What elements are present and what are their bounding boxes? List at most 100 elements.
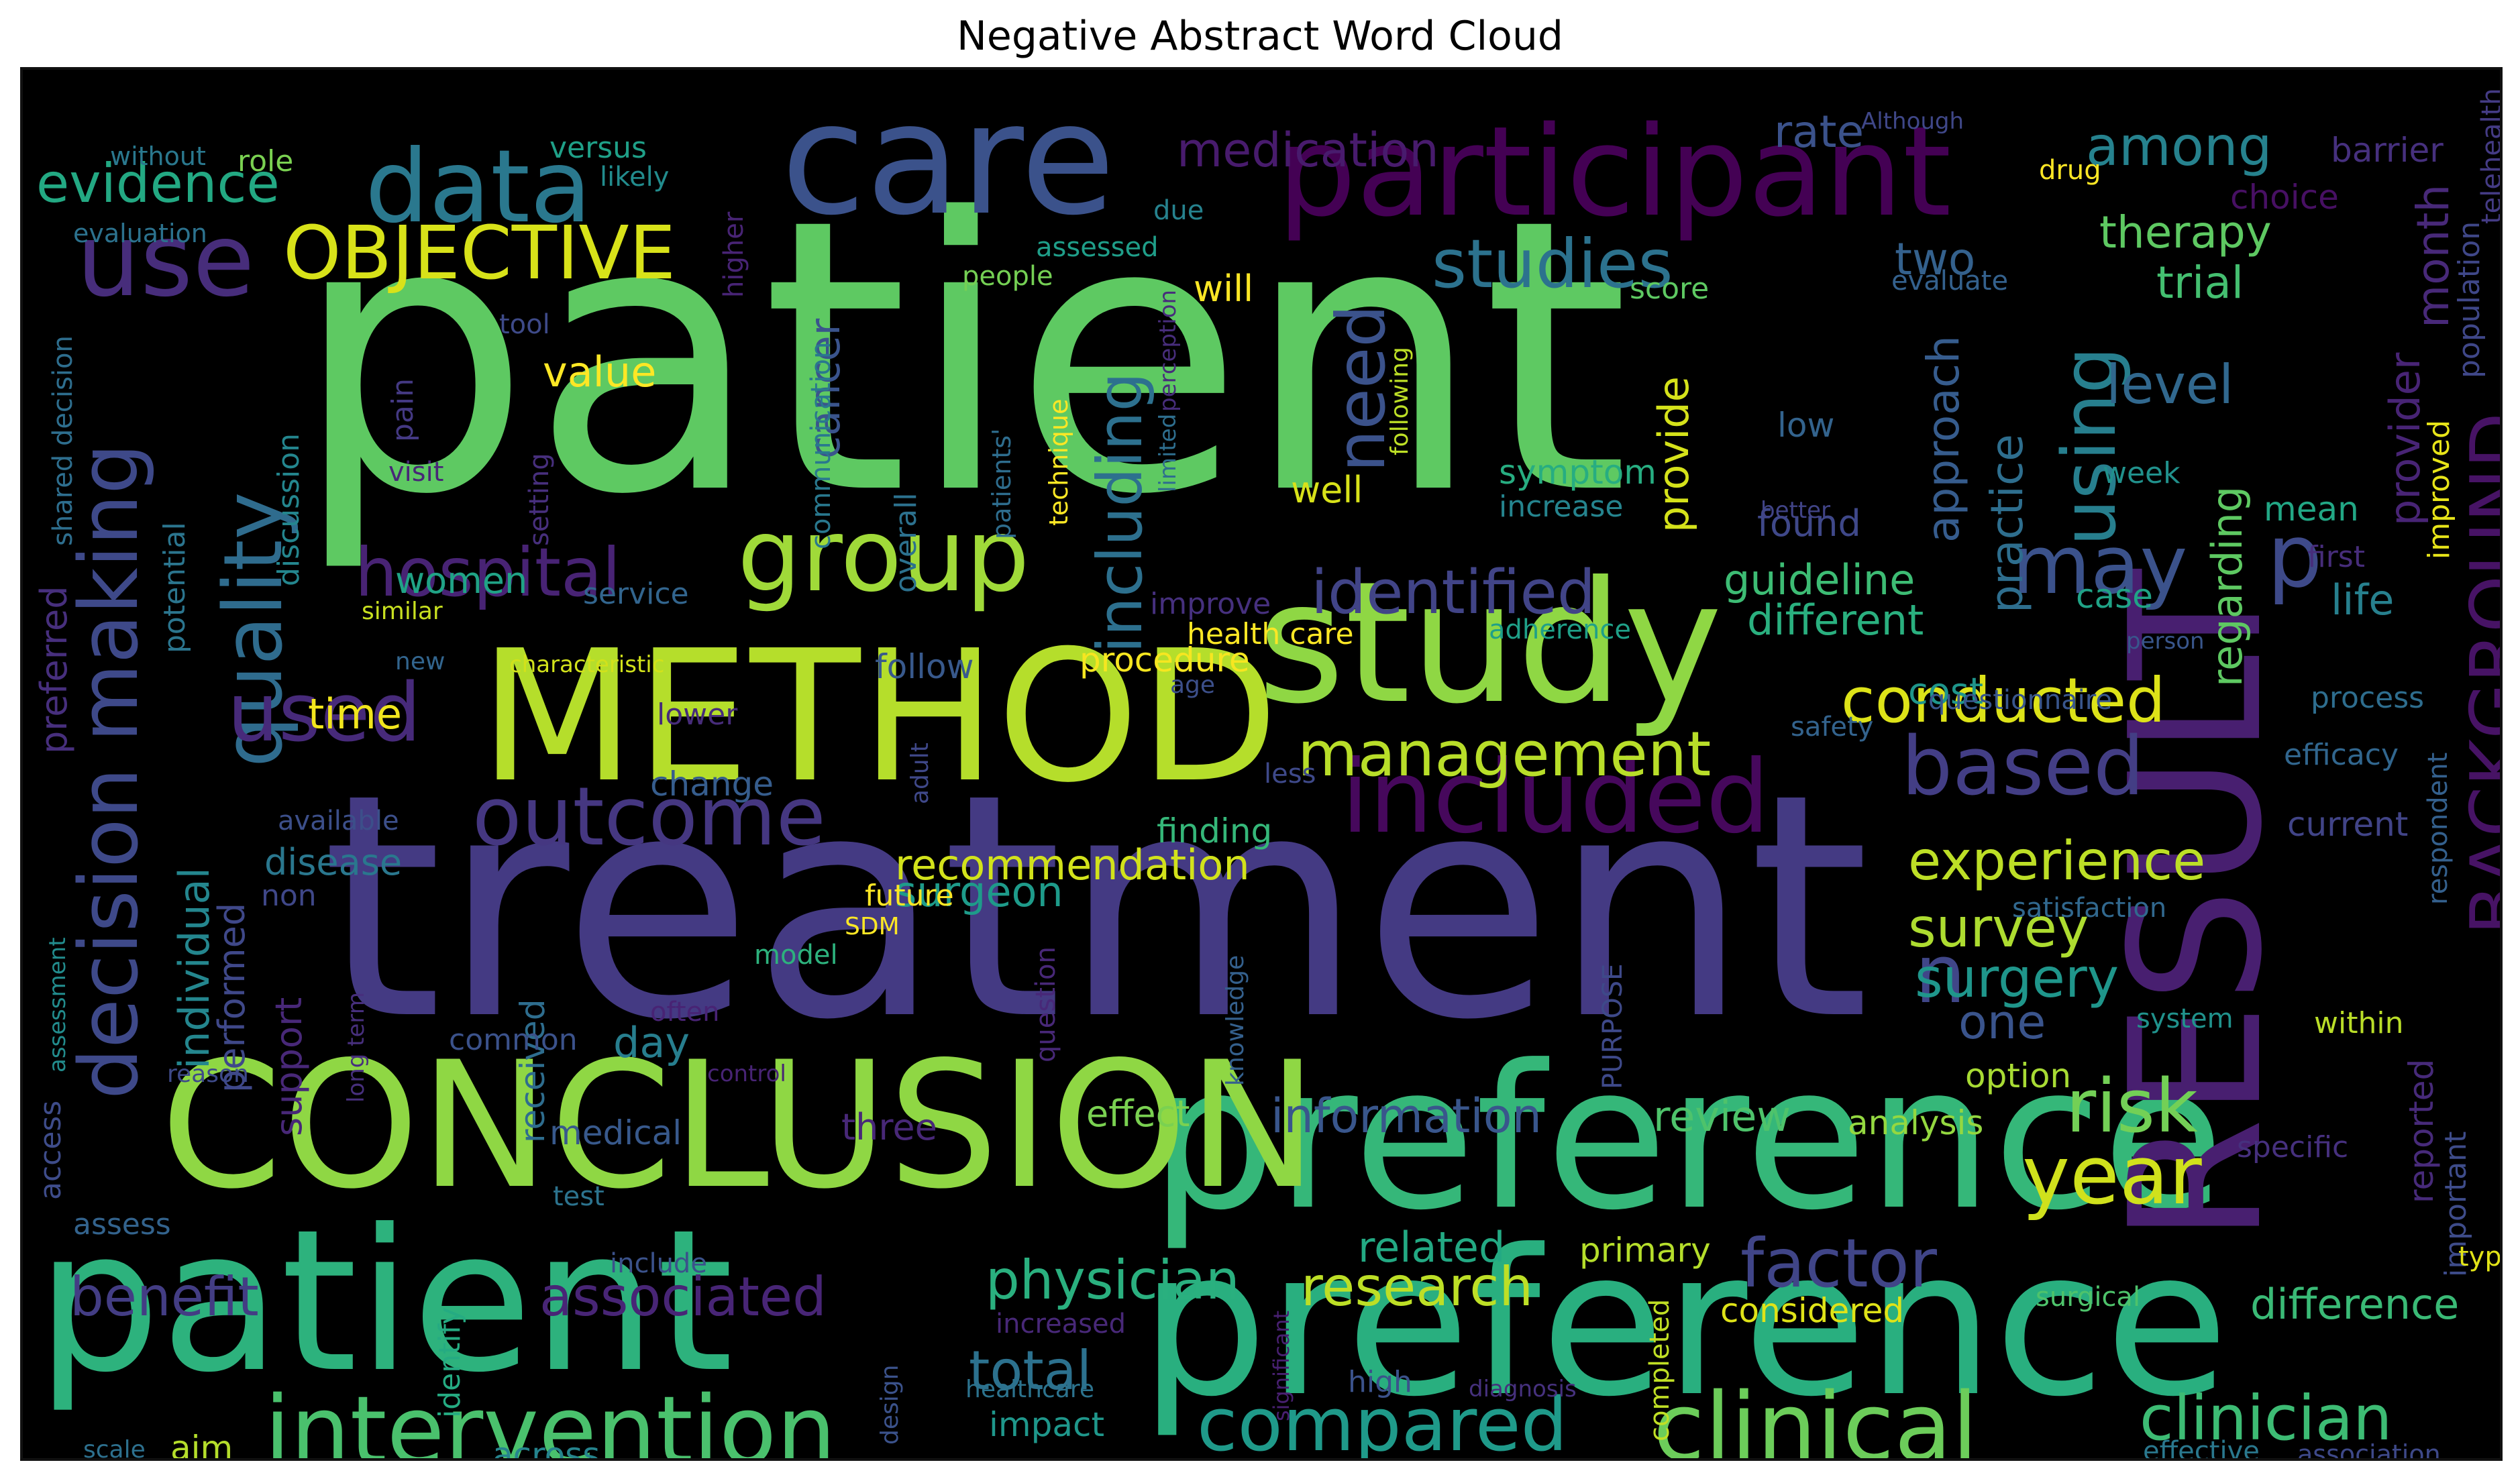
cloud-word: practice bbox=[1981, 434, 2033, 613]
word-cloud: patient treatment preference patient pre… bbox=[23, 70, 2503, 1461]
cloud-word: symptom bbox=[1499, 453, 1657, 492]
cloud-word: disease bbox=[264, 841, 403, 883]
cloud-word: physician bbox=[986, 1249, 1240, 1311]
cloud-word: current bbox=[2287, 805, 2409, 844]
cloud-word: setting bbox=[524, 453, 555, 546]
cloud-word: model bbox=[754, 940, 838, 971]
cloud-word: guideline bbox=[1724, 555, 1915, 604]
cloud-word: better bbox=[1761, 497, 1831, 524]
cloud-word: safety bbox=[1791, 712, 1874, 743]
cloud-word: found bbox=[1757, 502, 1861, 545]
cloud-word: related bbox=[1358, 1223, 1506, 1272]
cloud-word: age bbox=[1170, 671, 1216, 699]
cloud-word: due bbox=[1153, 195, 1204, 226]
cloud-word: less bbox=[1264, 759, 1316, 789]
cloud-word: procedure bbox=[1080, 641, 1250, 679]
cloud-word: without bbox=[110, 142, 206, 171]
cloud-word: primary bbox=[1579, 1231, 1711, 1270]
cloud-word: cost bbox=[1908, 670, 1984, 712]
cloud-word: choice bbox=[2230, 178, 2339, 217]
cloud-word: evaluate bbox=[1891, 266, 2009, 296]
word-cloud-canvas: patient treatment preference patient pre… bbox=[20, 67, 2503, 1461]
cloud-word: population bbox=[2452, 221, 2486, 378]
cloud-word: studies bbox=[1432, 225, 1673, 303]
cloud-word: common bbox=[449, 1023, 578, 1057]
cloud-word: effect bbox=[1086, 1093, 1190, 1135]
cloud-word: increased bbox=[996, 1309, 1126, 1339]
cloud-word: value bbox=[543, 347, 657, 396]
cloud-word: intervention bbox=[264, 1376, 837, 1461]
cloud-word: well bbox=[1291, 469, 1363, 511]
cloud-word: drug bbox=[2039, 155, 2101, 186]
cloud-word: factor bbox=[1740, 1224, 1937, 1303]
cloud-word: based bbox=[1901, 720, 2145, 814]
cloud-word: provider bbox=[2380, 352, 2429, 526]
cloud-word: communication bbox=[806, 341, 837, 549]
cloud-word: benefit bbox=[70, 1266, 259, 1328]
cloud-word: among bbox=[2086, 115, 2272, 178]
cloud-word: following bbox=[1386, 347, 1414, 455]
cloud-word: SDM bbox=[845, 913, 900, 940]
cloud-word: lower bbox=[657, 698, 738, 732]
cloud-word: Although bbox=[1861, 108, 1964, 135]
cloud-word: future bbox=[865, 879, 954, 913]
cloud-word: day bbox=[613, 1018, 690, 1067]
cloud-word: preferred bbox=[33, 586, 75, 754]
cloud-word: identified bbox=[1311, 557, 1596, 628]
cloud-word: care bbox=[781, 70, 1116, 250]
cloud-word: diagnosis bbox=[1469, 1376, 1577, 1403]
cloud-word: METHOD bbox=[479, 611, 1279, 822]
cloud-word: provide bbox=[1649, 376, 1698, 533]
cloud-word: treatment bbox=[321, 728, 1870, 1087]
cloud-word: participant bbox=[1277, 99, 1952, 244]
cloud-word: impact bbox=[989, 1405, 1105, 1444]
cloud-word: versus bbox=[549, 131, 647, 165]
cloud-word: control bbox=[707, 1060, 786, 1087]
cloud-word: conducted bbox=[1841, 665, 2166, 736]
cloud-word: total bbox=[969, 1339, 1092, 1402]
cloud-word: test bbox=[553, 1181, 605, 1212]
cloud-word: individual bbox=[170, 867, 219, 1069]
cloud-word: surgeon bbox=[895, 867, 1063, 916]
cloud-word: telehealth bbox=[2476, 88, 2503, 224]
cloud-word: included bbox=[1341, 739, 1770, 856]
cloud-word: time bbox=[308, 690, 403, 738]
cloud-word: approach bbox=[1918, 335, 1969, 543]
cloud-word: aim bbox=[170, 1429, 233, 1461]
cloud-word: reason bbox=[167, 1060, 249, 1088]
cloud-word: first bbox=[2307, 540, 2365, 574]
cloud-word: questionnaire bbox=[1928, 685, 2112, 716]
cloud-word: considered bbox=[1720, 1291, 1905, 1330]
cloud-word: one bbox=[1958, 995, 2046, 1050]
cloud-word: adult bbox=[906, 743, 934, 804]
cloud-word: difference bbox=[2250, 1280, 2460, 1329]
cloud-word: preference bbox=[1140, 1207, 2229, 1441]
cloud-word: BACKGROUND bbox=[2456, 412, 2503, 935]
cloud-word: CONCLUSION bbox=[160, 1025, 1318, 1227]
cloud-word: improve bbox=[1150, 587, 1271, 621]
cloud-word: likely bbox=[600, 162, 670, 193]
cloud-word: year bbox=[2022, 1130, 2202, 1223]
cloud-word: system bbox=[2136, 1003, 2234, 1034]
cloud-word: significant bbox=[1269, 1310, 1294, 1421]
cloud-word: recommendation bbox=[895, 840, 1250, 889]
cloud-word: low bbox=[1777, 406, 1835, 445]
cloud-word: evaluation bbox=[73, 219, 207, 248]
cloud-word: women bbox=[395, 559, 528, 602]
cloud-word: compared bbox=[1197, 1382, 1568, 1461]
cloud-word: question bbox=[1031, 946, 1061, 1062]
cloud-word: specific bbox=[2237, 1130, 2349, 1164]
cloud-word: effective bbox=[2143, 1436, 2260, 1461]
cloud-word: p bbox=[2267, 505, 2323, 607]
cloud-word: level bbox=[2106, 353, 2234, 416]
cloud-word: follow bbox=[875, 647, 974, 686]
cloud-word: completed bbox=[1644, 1299, 1675, 1441]
cloud-word: rate bbox=[1774, 106, 1865, 158]
cloud-word: research bbox=[1301, 1256, 1534, 1318]
cloud-word: including bbox=[1084, 372, 1156, 653]
cloud-word: surgical bbox=[2036, 1282, 2141, 1313]
cloud-word: two bbox=[1895, 233, 1976, 285]
cloud-word: barrier bbox=[2331, 131, 2444, 170]
cloud-word: OBJECTIVE bbox=[283, 210, 676, 296]
